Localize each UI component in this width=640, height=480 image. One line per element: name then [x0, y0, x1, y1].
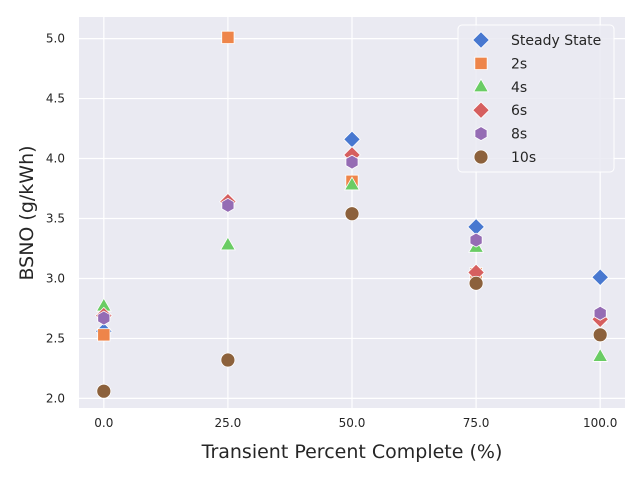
y-tick-label: 2.0 — [46, 391, 65, 405]
legend-marker — [474, 56, 488, 70]
legend-label: 6s — [511, 103, 527, 119]
legend-box — [457, 24, 615, 173]
x-tick-label: 100.0 — [583, 416, 617, 430]
data-point — [96, 383, 112, 399]
data-point — [345, 154, 359, 170]
y-axis-title: BSNO (g/kWh) — [16, 145, 38, 280]
data-point — [344, 206, 360, 222]
tick-labels: 0.0 25.0 50.0 75.0 100.0 2.0 2.5 3.0 3.5 4.0 4.5 5.… — [46, 32, 617, 430]
data-point — [591, 268, 610, 287]
y-tick-label: 3.0 — [46, 271, 65, 285]
data-point — [468, 275, 484, 291]
legend-marker — [472, 101, 490, 120]
x-tick-label: 75.0 — [463, 416, 490, 430]
data-point — [469, 232, 483, 248]
x-axis-title: Transient Percent Complete (%) — [201, 441, 503, 463]
series-3 — [95, 176, 609, 362]
data-point — [592, 347, 609, 362]
series-5 — [97, 154, 607, 326]
legend-label: 10s — [511, 150, 536, 166]
legend-label: 2s — [511, 56, 527, 72]
x-tick-label: 50.0 — [339, 416, 366, 430]
legend-label: 8s — [511, 127, 527, 143]
data-point — [221, 197, 235, 213]
legend-marker — [472, 31, 490, 49]
legend: Steady State 2s 4s 6s 8s 10s — [457, 24, 615, 173]
legend-marker — [474, 126, 488, 142]
data-points — [94, 30, 610, 399]
data-point — [593, 305, 607, 321]
data-point — [97, 328, 111, 342]
y-tick-label: 3.5 — [46, 211, 65, 225]
x-tick-label: 25.0 — [215, 416, 242, 430]
series-6 — [96, 206, 608, 399]
y-tick-label: 4.5 — [46, 92, 65, 106]
legend-marker — [472, 78, 490, 93]
y-tick-label: 2.5 — [46, 331, 65, 345]
legend-marker — [473, 149, 489, 165]
y-tick-label: 5.0 — [46, 32, 65, 46]
data-point — [219, 236, 236, 251]
data-point — [97, 310, 111, 326]
data-point — [343, 176, 361, 191]
data-point — [220, 352, 236, 368]
y-tick-label: 4.0 — [46, 152, 65, 166]
data-point — [592, 327, 608, 343]
data-point — [221, 30, 235, 44]
legend-label: Steady State — [511, 33, 601, 49]
x-tick-label: 0.0 — [94, 416, 113, 430]
legend-label: 4s — [511, 80, 527, 96]
